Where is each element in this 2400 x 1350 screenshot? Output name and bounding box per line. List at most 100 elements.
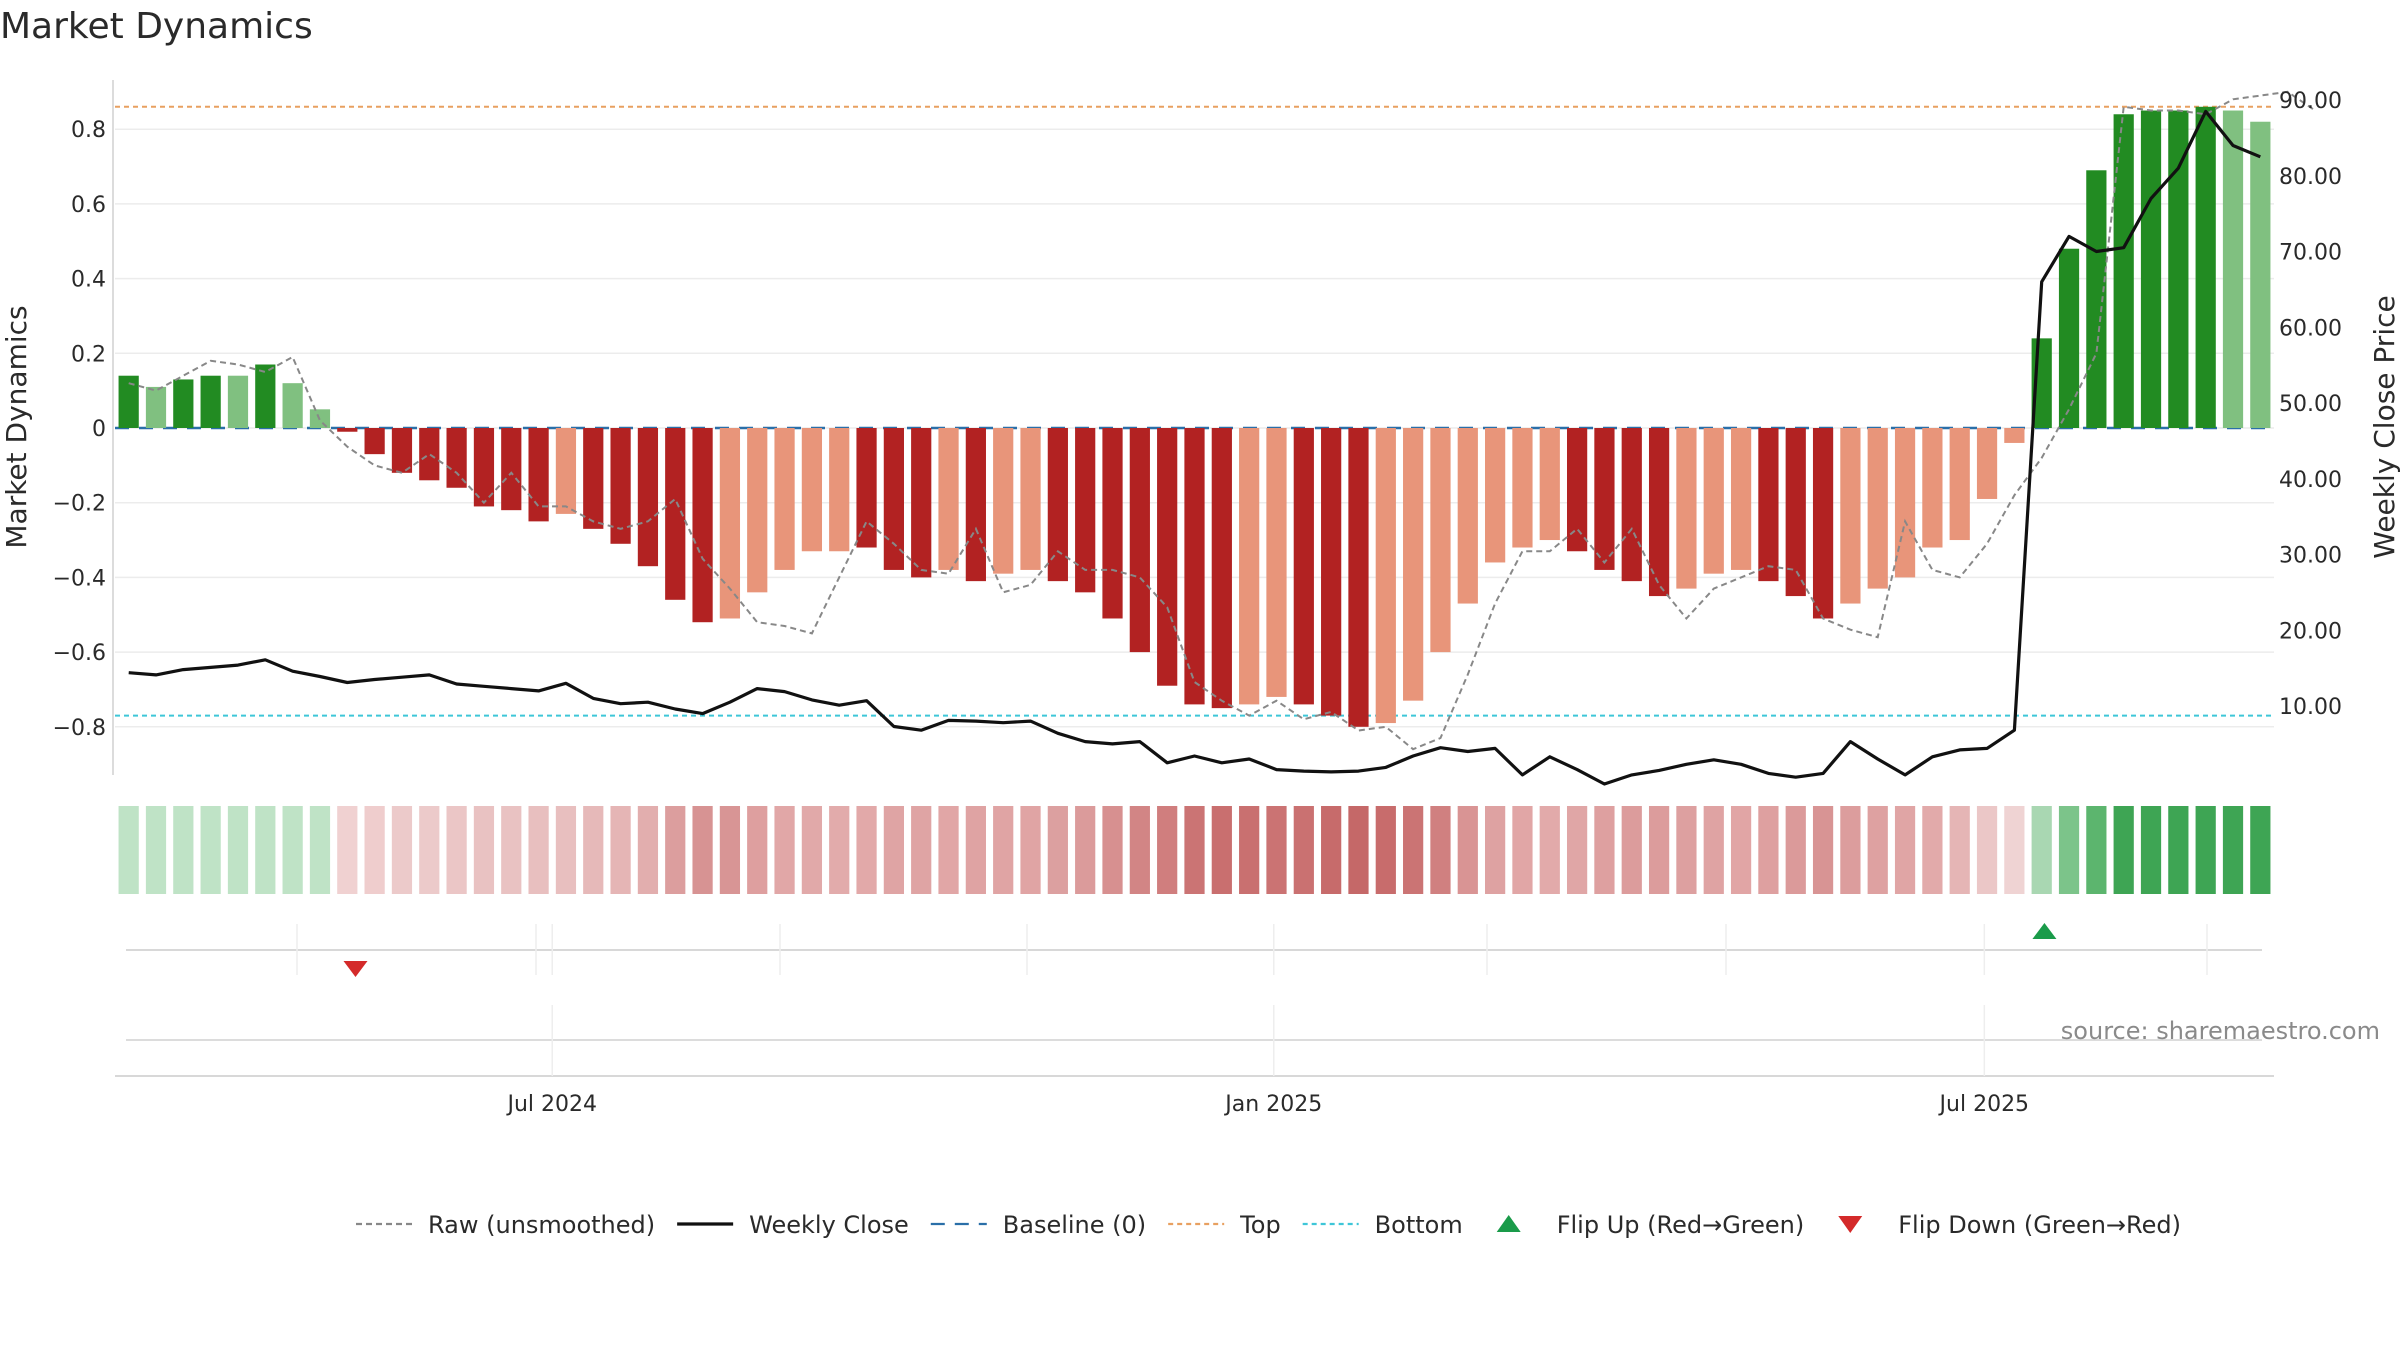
heat-cell <box>1239 806 1260 894</box>
heat-cell <box>1375 806 1396 894</box>
heat-cell <box>501 806 522 894</box>
heat-strip <box>118 806 2271 894</box>
heat-cell <box>965 806 986 894</box>
axes: 0.8 0.6 0.4 0.2 0 −0.2 −0.4 −0.6 −0.8 90.00 80.00 7… <box>53 80 2342 775</box>
bar <box>1949 428 1970 541</box>
heat-cell <box>2222 806 2244 894</box>
bar <box>446 428 467 488</box>
bar <box>1976 428 1998 499</box>
heat-cell <box>637 806 659 894</box>
heat-cell <box>1840 806 1861 894</box>
bar <box>719 428 741 619</box>
date-panel: Jul 2024 Jan 2025 Jul 2025 <box>115 1005 2274 1117</box>
heat-cell <box>227 806 249 894</box>
heat-cell <box>1594 806 1615 894</box>
heat-cell <box>2113 806 2134 894</box>
bar <box>1539 428 1560 541</box>
heat-cell <box>200 806 221 894</box>
bar <box>1293 428 1314 705</box>
bar <box>391 428 413 473</box>
legend-label: Flip Down (Green→Red) <box>1898 1211 2181 1239</box>
close-series <box>128 109 2261 786</box>
bar <box>1566 428 1588 552</box>
heat-cell <box>1949 806 1970 894</box>
bar <box>1239 428 1260 705</box>
heat-cell <box>1184 806 1205 894</box>
y-tick-label: 0.2 <box>71 342 106 367</box>
y-tick-label: −0.6 <box>53 641 106 666</box>
heat-cell <box>1648 806 1670 894</box>
bar <box>1676 428 1697 589</box>
raw-series <box>128 90 2316 751</box>
bar <box>801 428 823 552</box>
bar <box>1321 428 1342 716</box>
heat-cell <box>255 806 276 894</box>
legend-item-bottom: Bottom <box>1302 1211 1463 1239</box>
heat-cell <box>1539 806 1560 894</box>
heat-cell <box>337 806 358 894</box>
y2-tick-label: 80.00 <box>2279 165 2342 190</box>
bar <box>610 428 631 544</box>
heat-cell <box>145 806 167 894</box>
x-tick-label: Jul 2025 <box>1938 1092 2030 1117</box>
y2-tick-label: 70.00 <box>2279 241 2342 266</box>
bar <box>993 428 1014 574</box>
heat-cell <box>1922 806 1943 894</box>
bar <box>2058 248 2080 428</box>
bar <box>2168 110 2189 429</box>
legend-item-raw: Raw (unsmoothed) <box>356 1211 655 1239</box>
heat-cell <box>473 806 495 894</box>
heat-cell <box>364 806 385 894</box>
bar <box>364 428 385 455</box>
bar <box>282 383 303 428</box>
heat-cell <box>1430 806 1451 894</box>
bar <box>2250 121 2271 428</box>
bar <box>938 428 959 570</box>
heat-cell <box>1485 806 1506 894</box>
y2-tick-label: 30.00 <box>2279 544 2342 569</box>
heat-cell <box>2031 806 2052 894</box>
y-axis-title: Market Dynamics <box>0 305 33 548</box>
heat-cell <box>1348 806 1369 894</box>
heat-cell <box>555 806 577 894</box>
heat-cell <box>747 806 768 894</box>
bar <box>1047 428 1068 582</box>
bar <box>1403 428 1424 701</box>
heat-cell <box>1512 806 1533 894</box>
heat-cell <box>1047 806 1068 894</box>
y2-tick-label: 50.00 <box>2279 392 2342 417</box>
bar <box>911 428 932 578</box>
bar <box>2004 428 2025 443</box>
heat-cell <box>1812 806 1834 894</box>
y2-tick-label: 60.00 <box>2279 316 2342 341</box>
chart-title: Market Dynamics <box>0 6 313 47</box>
legend-item-baseline: Baseline (0) <box>930 1211 1146 1239</box>
legend-item-close: Weekly Close <box>677 1211 909 1239</box>
heat-cell <box>2195 806 2216 894</box>
heat-cell <box>2086 806 2107 894</box>
y-tick-label: −0.2 <box>53 492 106 517</box>
bar <box>1812 428 1834 619</box>
heat-cell <box>118 806 139 894</box>
heat-cell <box>1758 806 1779 894</box>
bar <box>2195 106 2216 428</box>
y-tick-label: 0.8 <box>71 118 106 143</box>
bar <box>1703 428 1724 574</box>
heat-cell <box>2058 806 2080 894</box>
bar <box>200 375 221 428</box>
bar <box>883 428 904 570</box>
heat-cell <box>610 806 631 894</box>
bar <box>637 428 659 567</box>
heat-cell <box>1129 806 1150 894</box>
bar <box>1129 428 1150 653</box>
bar <box>1020 428 1041 570</box>
heat-cell <box>692 806 713 894</box>
heat-cell <box>1403 806 1424 894</box>
heat-cell <box>1703 806 1724 894</box>
legend-label: Baseline (0) <box>1003 1211 1146 1239</box>
y2-tick-label: 40.00 <box>2279 468 2342 493</box>
y-tick-label: 0 <box>92 417 106 442</box>
bar <box>2140 110 2162 429</box>
legend-label: Raw (unsmoothed) <box>428 1211 655 1239</box>
